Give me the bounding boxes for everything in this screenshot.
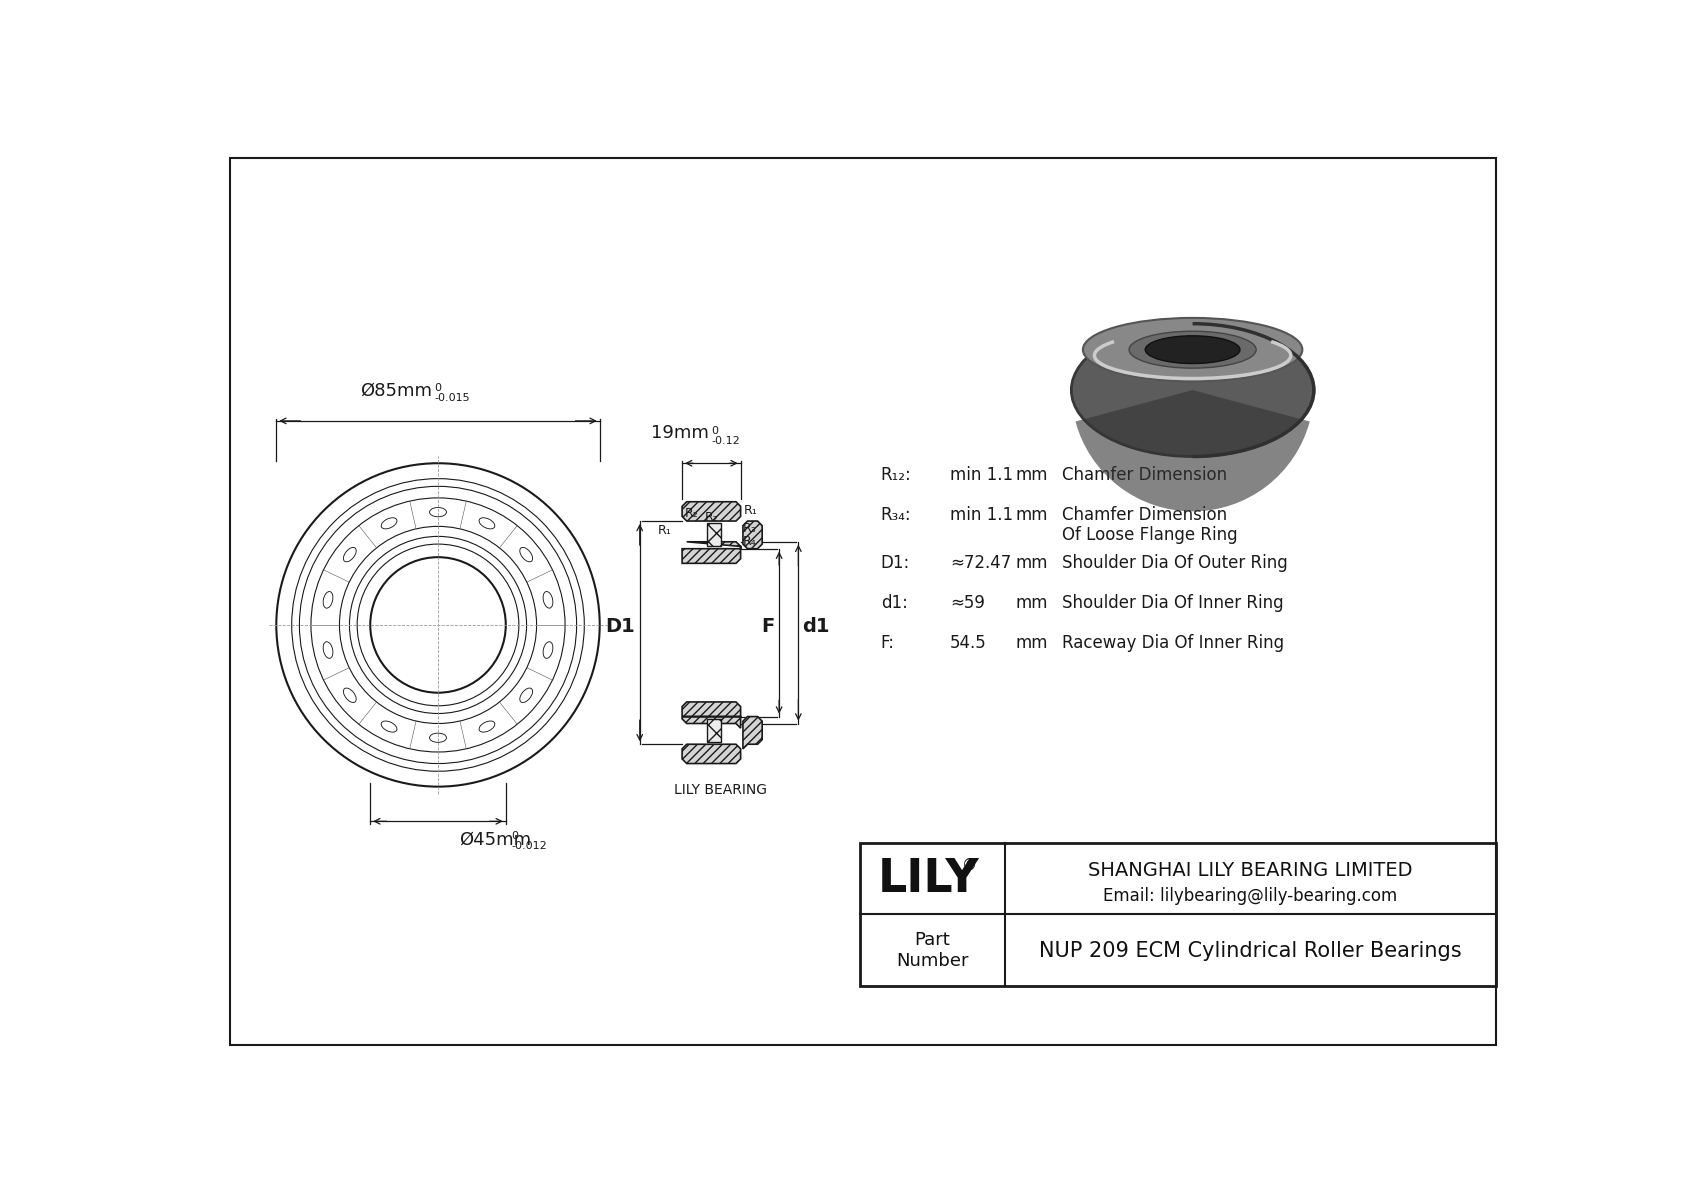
Polygon shape <box>682 701 741 728</box>
Text: mm: mm <box>1015 634 1047 651</box>
Text: D1: D1 <box>605 617 635 636</box>
Text: ≈72.47: ≈72.47 <box>950 554 1012 572</box>
Polygon shape <box>743 520 763 549</box>
Text: Ø85mm: Ø85mm <box>360 382 431 400</box>
Text: 0: 0 <box>434 384 441 393</box>
Text: Raceway Dia Of Inner Ring: Raceway Dia Of Inner Ring <box>1061 634 1283 651</box>
Text: min 1.1: min 1.1 <box>950 506 1014 524</box>
Text: Shoulder Dia Of Inner Ring: Shoulder Dia Of Inner Ring <box>1061 593 1283 612</box>
Text: 0: 0 <box>711 425 719 436</box>
Text: d1:: d1: <box>881 593 908 612</box>
Text: mm: mm <box>1015 506 1047 524</box>
Text: 0: 0 <box>512 830 519 841</box>
Text: Ø45mm: Ø45mm <box>460 830 532 848</box>
Text: Part
Number: Part Number <box>896 931 968 969</box>
Text: LILY: LILY <box>877 856 980 902</box>
Polygon shape <box>682 542 741 563</box>
Text: -0.012: -0.012 <box>512 841 547 850</box>
Text: R₁: R₁ <box>657 524 672 537</box>
Ellipse shape <box>1147 336 1239 363</box>
Text: R₄: R₄ <box>743 535 756 548</box>
Polygon shape <box>682 501 741 520</box>
Text: -0.12: -0.12 <box>711 436 739 445</box>
Text: ≈59: ≈59 <box>950 593 985 612</box>
Ellipse shape <box>1083 318 1302 381</box>
Text: 19mm: 19mm <box>652 424 709 442</box>
Text: F: F <box>761 617 775 636</box>
Ellipse shape <box>1145 336 1239 363</box>
Polygon shape <box>707 719 721 742</box>
Text: d1: d1 <box>802 617 830 636</box>
Text: F:: F: <box>881 634 894 651</box>
Text: R₁₂:: R₁₂: <box>881 466 911 484</box>
Text: R₂: R₂ <box>704 511 719 524</box>
Ellipse shape <box>1128 331 1256 368</box>
Text: -0.015: -0.015 <box>434 393 470 404</box>
Text: LILY BEARING: LILY BEARING <box>674 782 768 797</box>
Polygon shape <box>682 744 741 763</box>
Polygon shape <box>743 717 763 749</box>
Text: mm: mm <box>1015 593 1047 612</box>
Text: NUP 209 ECM Cylindrical Roller Bearings: NUP 209 ECM Cylindrical Roller Bearings <box>1039 941 1462 961</box>
Ellipse shape <box>1071 324 1314 456</box>
Text: ®: ® <box>962 858 977 873</box>
Text: Email: lilybearing@lily-bearing.com: Email: lilybearing@lily-bearing.com <box>1103 887 1398 905</box>
Text: Chamfer Dimension: Chamfer Dimension <box>1061 466 1228 484</box>
Polygon shape <box>707 523 721 547</box>
Text: R₃₄:: R₃₄: <box>881 506 911 524</box>
Text: Chamfer Dimension: Chamfer Dimension <box>1061 506 1228 524</box>
Wedge shape <box>1076 391 1310 511</box>
Text: Shoulder Dia Of Outer Ring: Shoulder Dia Of Outer Ring <box>1061 554 1288 572</box>
Text: R₁: R₁ <box>744 505 758 517</box>
Text: R₂: R₂ <box>684 507 699 519</box>
Text: 54.5: 54.5 <box>950 634 987 651</box>
Text: mm: mm <box>1015 466 1047 484</box>
Text: SHANGHAI LILY BEARING LIMITED: SHANGHAI LILY BEARING LIMITED <box>1088 861 1413 880</box>
Text: min 1.1: min 1.1 <box>950 466 1014 484</box>
Bar <box>861 843 1495 986</box>
Text: D1:: D1: <box>881 554 909 572</box>
Text: Of Loose Flange Ring: Of Loose Flange Ring <box>1061 526 1238 544</box>
Text: R₃: R₃ <box>743 522 756 535</box>
Text: mm: mm <box>1015 554 1047 572</box>
